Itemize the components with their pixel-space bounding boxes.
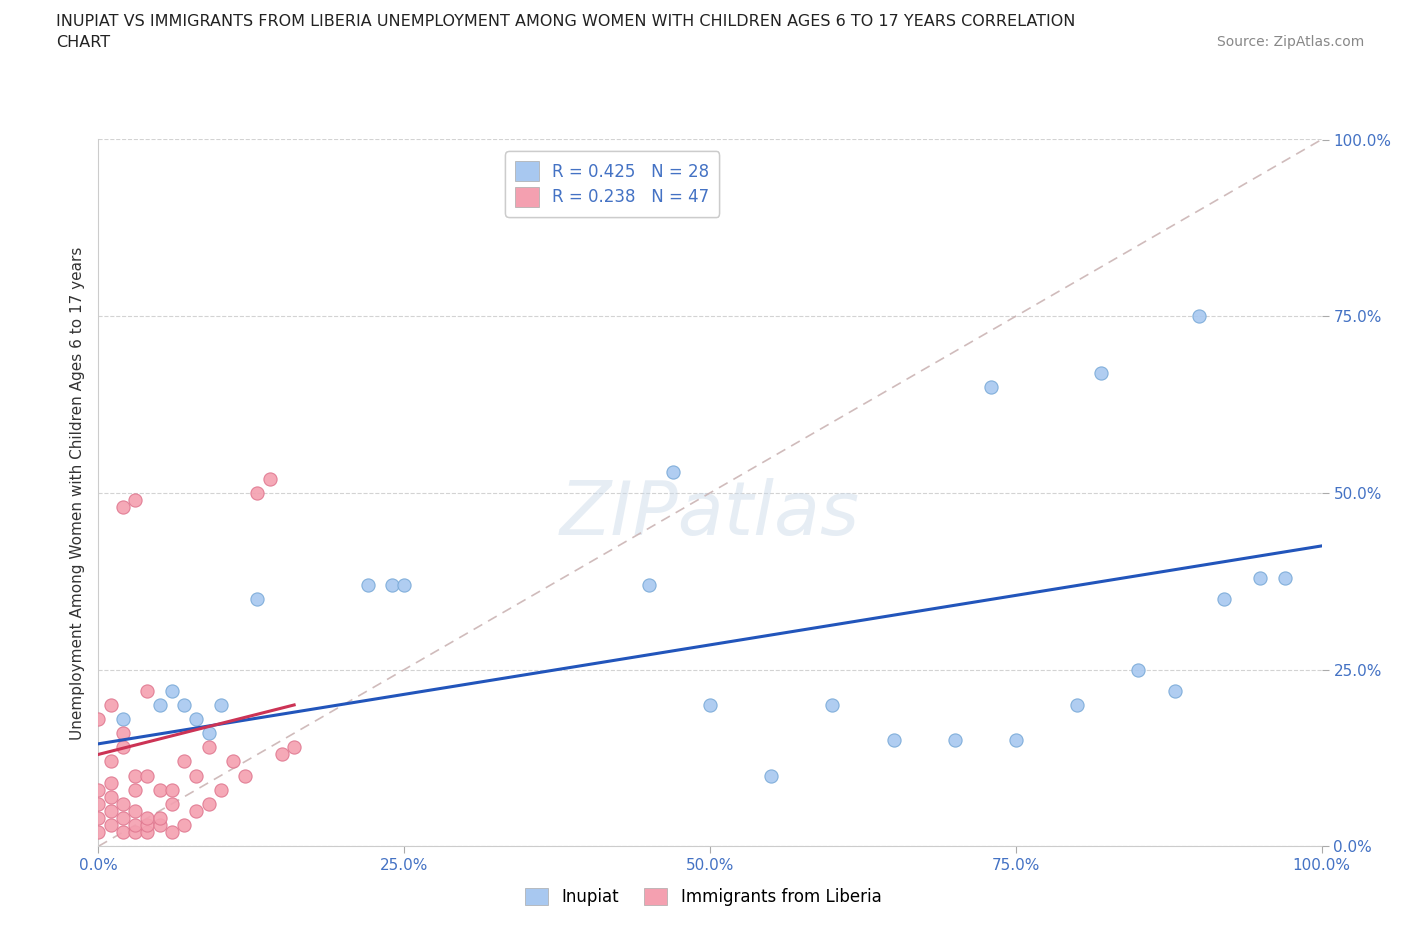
Point [160, 825, 183, 840]
Point [197, 740, 219, 755]
Point [87, 796, 110, 811]
Point [761, 768, 783, 783]
Point [186, 711, 208, 726]
Point [149, 698, 172, 712]
Point [1188, 309, 1211, 324]
Legend: R = 0.425   N = 28, R = 0.238   N = 47: R = 0.425 N = 28, R = 0.238 N = 47 [505, 152, 718, 217]
Point [980, 379, 1002, 394]
Point [173, 817, 195, 832]
Point [246, 591, 269, 606]
Point [1164, 684, 1187, 698]
Point [124, 804, 146, 818]
Point [699, 698, 721, 712]
Point [124, 825, 146, 840]
Point [381, 578, 404, 592]
Point [1066, 698, 1088, 712]
Point [149, 817, 172, 832]
Text: CHART: CHART [56, 35, 110, 50]
Point [173, 698, 195, 712]
Point [233, 768, 256, 783]
Point [186, 804, 208, 818]
Point [1004, 733, 1026, 748]
Point [209, 698, 232, 712]
Point [111, 825, 134, 840]
Point [638, 578, 661, 592]
Point [136, 811, 159, 826]
Point [160, 796, 183, 811]
Point [124, 768, 146, 783]
Point [136, 817, 159, 832]
Point [136, 684, 159, 698]
Point [87, 811, 110, 826]
Point [124, 782, 146, 797]
Point [111, 725, 134, 740]
Point [149, 811, 172, 826]
Point [111, 796, 134, 811]
Point [100, 754, 122, 769]
Point [197, 796, 219, 811]
Point [283, 740, 305, 755]
Point [173, 754, 195, 769]
Point [136, 768, 159, 783]
Point [662, 464, 685, 479]
Point [1090, 365, 1112, 380]
Text: Source: ZipAtlas.com: Source: ZipAtlas.com [1216, 35, 1364, 49]
Point [87, 782, 110, 797]
Point [222, 754, 245, 769]
Point [87, 825, 110, 840]
Point [160, 782, 183, 797]
Point [246, 485, 269, 500]
Point [160, 684, 183, 698]
Point [124, 817, 146, 832]
Point [356, 578, 378, 592]
Point [100, 817, 122, 832]
Point [270, 747, 294, 762]
Point [186, 768, 208, 783]
Point [197, 725, 219, 740]
Point [111, 499, 134, 514]
Y-axis label: Unemployment Among Women with Children Ages 6 to 17 years: Unemployment Among Women with Children A… [70, 246, 86, 739]
Point [149, 782, 172, 797]
Point [111, 711, 134, 726]
Point [100, 776, 122, 790]
Text: ZIPatlas: ZIPatlas [560, 478, 860, 551]
Point [87, 711, 110, 726]
Point [1128, 662, 1150, 677]
Point [1212, 591, 1234, 606]
Point [821, 698, 844, 712]
Point [1274, 570, 1296, 585]
Point [111, 740, 134, 755]
Point [209, 782, 232, 797]
Point [1249, 570, 1271, 585]
Point [100, 804, 122, 818]
Point [943, 733, 966, 748]
Text: INUPIAT VS IMMIGRANTS FROM LIBERIA UNEMPLOYMENT AMONG WOMEN WITH CHILDREN AGES 6: INUPIAT VS IMMIGRANTS FROM LIBERIA UNEMP… [56, 14, 1076, 29]
Point [111, 811, 134, 826]
Legend: Inupiat, Immigrants from Liberia: Inupiat, Immigrants from Liberia [517, 881, 889, 912]
Point [136, 825, 159, 840]
Point [100, 698, 122, 712]
Point [883, 733, 905, 748]
Point [124, 493, 146, 508]
Point [392, 578, 416, 592]
Point [100, 790, 122, 804]
Point [259, 472, 281, 486]
